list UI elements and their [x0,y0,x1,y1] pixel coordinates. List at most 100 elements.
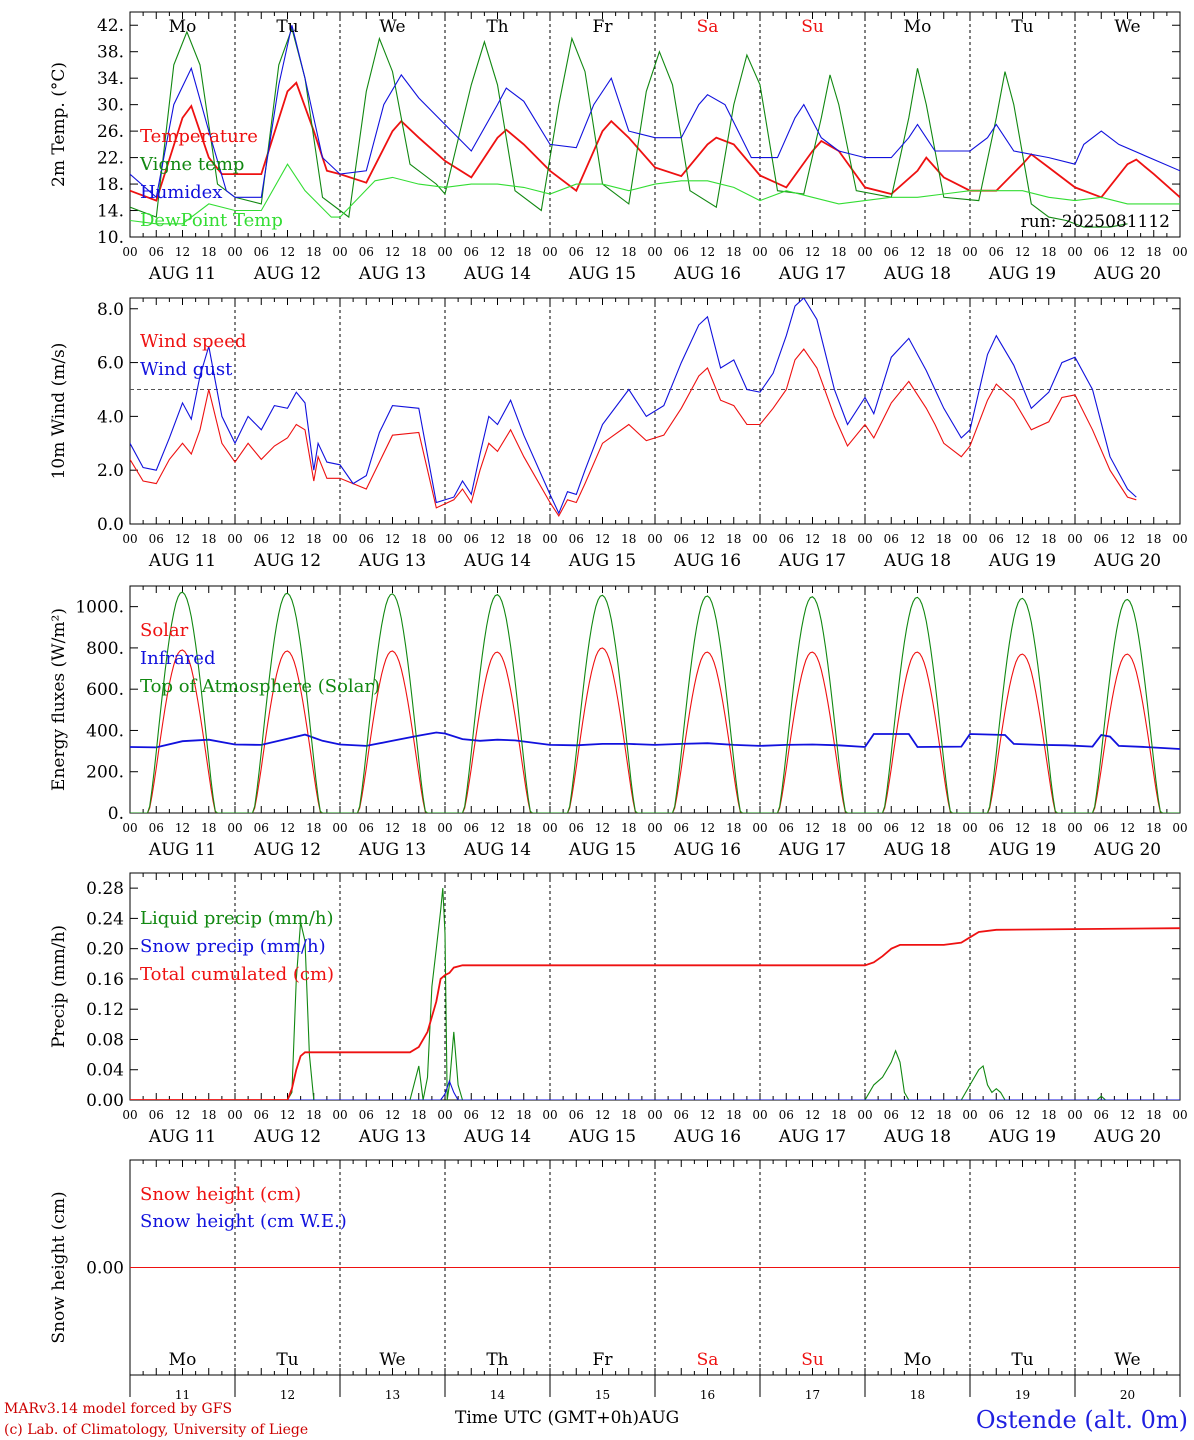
weekday-label: Tu [276,17,298,37]
y-tick-label: 8.0 [97,300,124,320]
hour-tick-label: 12 [805,1108,820,1122]
hour-tick-label: 12 [910,1108,925,1122]
hour-tick-label: 00 [857,1108,872,1122]
hour-tick-label: 18 [831,1108,846,1122]
hour-tick-label: 18 [411,821,426,835]
panel-3: 0. 200. 400. 600. 800. 1000. Energy fluxes (W/… [49,585,1188,860]
hour-tick-label: 18 [201,245,216,259]
hour-tick-label: 06 [989,245,1004,259]
date-label: AUG 19 [988,1127,1056,1147]
date-label: AUG 19 [988,551,1056,571]
day-number: 13 [385,1388,400,1402]
panel-2: 0.0 2.0 4.0 6.0 8.0 10m Wind (m/s) Wind speed W… [49,297,1188,571]
hour-tick-label: 12 [1120,532,1135,546]
date-label: AUG 14 [463,551,531,571]
hour-tick-label: 18 [831,245,846,259]
date-label: AUG 15 [568,840,636,860]
weekday-label: We [1114,17,1140,37]
hour-tick-label: 18 [1146,821,1161,835]
y-tick-label: 10. [97,228,124,248]
hour-tick-label: 12 [385,821,400,835]
weekday-label: Sa [697,1350,719,1370]
weekday-label: Mo [169,17,197,37]
hour-tick-label: 18 [411,1108,426,1122]
time-axis-label: Time UTC (GMT+0h)AUG [455,1408,679,1428]
y-tick-label: 0.08 [86,1030,124,1050]
y-tick-label: 4.0 [97,407,124,427]
series-line-temperature [130,81,1180,202]
hour-tick-label: 06 [569,821,584,835]
hour-tick-label: 12 [490,1108,505,1122]
hour-tick-label: 00 [542,1108,557,1122]
hour-tick-label: 18 [1041,532,1056,546]
date-label: AUG 20 [1093,264,1161,284]
hour-tick-label: 12 [490,532,505,546]
hour-tick-label: 06 [149,821,164,835]
y-tick-label: 0.00 [86,1091,124,1111]
y-tick-label: 34. [97,69,124,89]
hour-tick-label: 06 [569,1108,584,1122]
hour-tick-label: 12 [385,1108,400,1122]
date-label: AUG 11 [148,551,216,571]
date-label: AUG 11 [148,1127,216,1147]
hour-tick-label: 00 [857,532,872,546]
hour-tick-label: 06 [674,245,689,259]
y-tick-label: 0.0 [97,515,124,535]
hour-tick-label: 00 [1067,532,1082,546]
hour-tick-label: 00 [752,245,767,259]
hour-tick-label: 12 [910,532,925,546]
y-tick-label: 30. [97,96,124,116]
hour-tick-label: 00 [752,821,767,835]
hour-tick-label: 00 [857,245,872,259]
day-number: 15 [595,1388,610,1402]
hour-tick-label: 00 [647,1108,662,1122]
y-axis-label: 10m Wind (m/s) [49,343,69,480]
legend-entry: Total cumulated (cm) [140,964,334,985]
hour-tick-label: 18 [621,1108,636,1122]
hour-tick-label: 18 [1146,245,1161,259]
hour-tick-label: 06 [254,1108,269,1122]
weekday-label: Mo [169,1350,197,1370]
hour-tick-label: 18 [726,821,741,835]
weekday-label: We [1114,1350,1140,1370]
y-tick-label: 600. [86,680,124,700]
y-tick-label: 6.0 [97,354,124,374]
date-label: AUG 15 [568,1127,636,1147]
legend-entry: Top of Atmosphere (Solar) [140,676,380,697]
date-label: AUG 14 [463,1127,531,1147]
hour-tick-label: 06 [779,532,794,546]
hour-tick-label: 18 [411,532,426,546]
hour-tick-label: 18 [1146,532,1161,546]
weekday-label: Mo [904,1350,932,1370]
hour-tick-label: 06 [674,821,689,835]
panel-1: 10. 14. 18. 22. 26. 30. 34. 38. 42. 2m Temp. (°C)… [49,11,1188,284]
hour-tick-label: 00 [962,1108,977,1122]
series-line-solar [130,647,1180,813]
weekday-label: Su [801,17,824,37]
hour-tick-label: 00 [962,245,977,259]
date-label: AUG 18 [883,840,951,860]
series-line-dewpoint-temp [130,163,1180,225]
y-tick-label: 0.00 [86,1259,124,1279]
hour-tick-label: 18 [936,821,951,835]
y-tick-label: 0. [108,804,124,824]
hour-tick-label: 00 [647,532,662,546]
hour-tick-label: 12 [700,532,715,546]
hour-tick-label: 12 [1120,245,1135,259]
hour-tick-label: 00 [1172,245,1187,259]
hour-tick-label: 00 [227,1108,242,1122]
hour-tick-label: 06 [464,532,479,546]
hour-tick-label: 06 [779,821,794,835]
date-label: AUG 16 [673,840,741,860]
hour-tick-label: 12 [595,532,610,546]
station-name: Ostende (alt. 0m) [976,1406,1188,1434]
weekday-label: Mo [904,17,932,37]
date-label: AUG 20 [1093,840,1161,860]
day-number: 12 [280,1388,295,1402]
hour-tick-label: 12 [1015,245,1030,259]
hour-tick-label: 06 [1094,532,1109,546]
hour-tick-label: 00 [437,245,452,259]
hour-tick-label: 00 [227,245,242,259]
day-number: 18 [910,1388,925,1402]
legend-entry: Liquid precip (mm/h) [140,908,334,929]
